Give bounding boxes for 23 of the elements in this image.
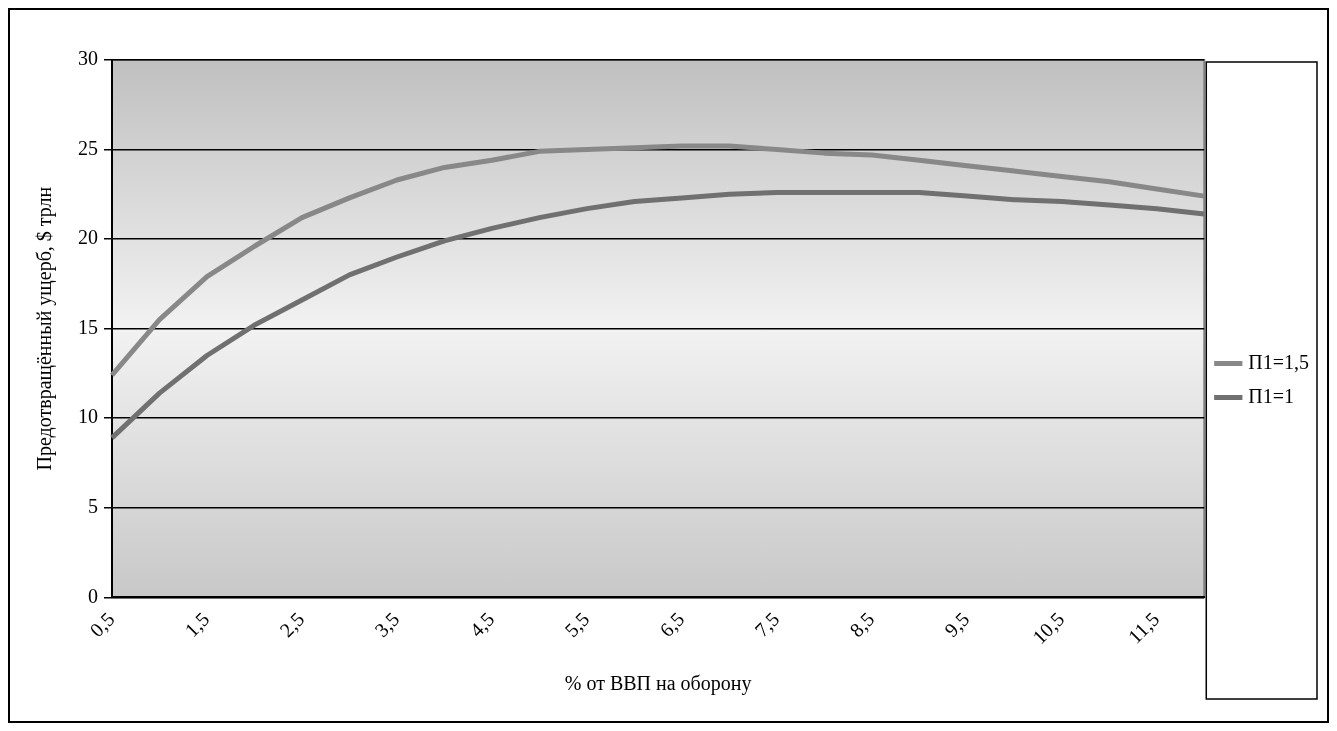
x-axis-title: % от ВВП на оборону — [564, 672, 752, 696]
y-tick-label: 30 — [78, 47, 98, 70]
x-tick-label: 2,5 — [275, 607, 309, 641]
x-tick-label: 10,5 — [1028, 607, 1069, 649]
x-tick-label: 11,5 — [1123, 607, 1164, 648]
x-tick-label: 4,5 — [465, 607, 499, 641]
legend-label: П1=1,5 — [1248, 350, 1310, 373]
y-tick-label: 20 — [78, 226, 98, 249]
x-tick-label: 7,5 — [750, 607, 784, 641]
legend-label: П1=1 — [1248, 384, 1295, 407]
x-tick-label: 5,5 — [560, 607, 594, 641]
x-tick-label: 3,5 — [370, 607, 404, 641]
x-tick-label: 9,5 — [940, 607, 974, 641]
x-tick-label: 0,5 — [85, 607, 119, 641]
y-tick-label: 0 — [88, 584, 98, 607]
x-tick-label: 1,5 — [180, 607, 214, 641]
y-tick-label: 10 — [78, 405, 98, 428]
y-tick-label: 25 — [78, 136, 98, 159]
y-tick-label: 5 — [88, 494, 98, 517]
x-tick-label: 6,5 — [655, 607, 689, 641]
x-tick-label: 8,5 — [845, 607, 879, 641]
y-tick-label: 15 — [78, 315, 98, 338]
y-axis-title: Предотвращённый ущерб, $ трлн — [33, 186, 57, 471]
